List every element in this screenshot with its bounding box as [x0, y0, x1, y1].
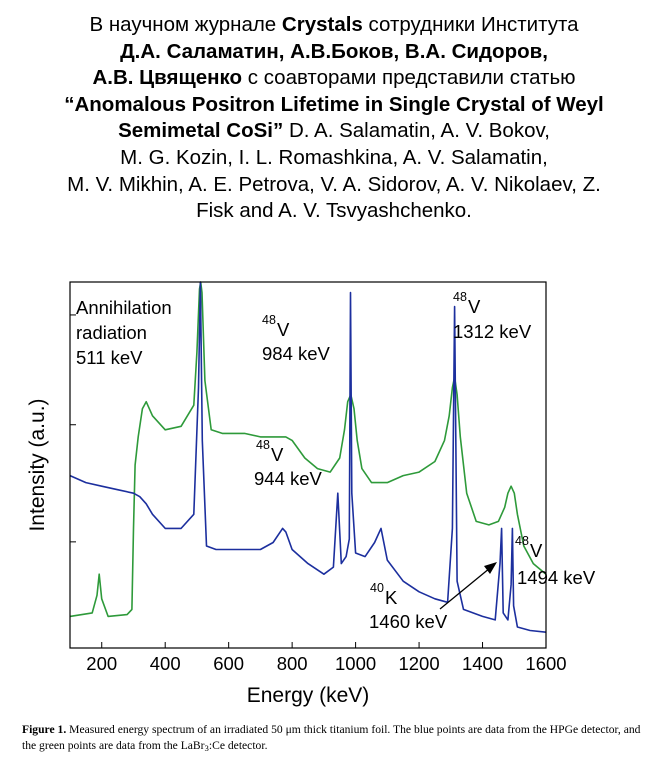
- spectrum-chart: 200 400 600 800 1000 1200 1400 1600 Energy (keV…: [26, 281, 596, 707]
- figure-caption: Figure 1. Measured energy spectrum of an…: [22, 722, 652, 753]
- annotation-v1312-mass: 48: [453, 290, 467, 304]
- annotation-v984-mass: 48: [262, 313, 276, 327]
- x-axis-label: Energy (keV): [247, 684, 370, 707]
- intro-line-1: В научном журнале Crystals сотрудники Ин…: [89, 13, 579, 36]
- x-tick-label: 400: [150, 653, 181, 674]
- annotation-annihilation-line3: 511 keV: [76, 347, 143, 368]
- annotation-v984-energy: 984 keV: [262, 343, 331, 364]
- annotation-v944-energy: 944 keV: [254, 468, 323, 489]
- annotation-k1460-energy: 1460 keV: [369, 611, 448, 632]
- x-tick-label: 200: [86, 653, 117, 674]
- annotation-v1312-energy: 1312 keV: [453, 321, 532, 342]
- x-tick-label: 1000: [335, 653, 376, 674]
- plot-frame: [69, 281, 547, 649]
- series-hpge-blue-line: [69, 281, 547, 633]
- intro-text: В научном журнале Crystals сотрудники Ин…: [0, 12, 668, 225]
- annotation-v944-element: V: [271, 444, 284, 465]
- x-tick-label: 1600: [525, 653, 566, 674]
- intro-line-5: Semimetal CoSi” D. A. Salamatin, A. V. B…: [118, 119, 550, 143]
- caption-figure-label: Figure 1.: [22, 723, 67, 736]
- x-tick-label: 1400: [462, 653, 503, 674]
- annotation-v1494-mass: 48: [515, 534, 529, 548]
- x-tick-label: 1200: [398, 653, 439, 674]
- intro-line-7: M. V. Mikhin, A. E. Petrova, V. A. Sidor…: [67, 172, 601, 196]
- x-axis-ticks: 200 400 600 800 1000 1200 1400 1600: [86, 642, 567, 674]
- annotation-annihilation-line1: Annihilation: [76, 297, 172, 318]
- caption-text: Measured energy spectrum of an irradiate…: [22, 723, 641, 752]
- annotation-annihilation-line2: radiation: [76, 322, 147, 343]
- series-layer: [69, 281, 547, 633]
- annotation-k1460-mass: 40: [370, 581, 384, 595]
- intro-line-2: Д.А. Саламатин, А.В.Боков, В.А. Сидоров,: [120, 39, 548, 63]
- intro-line-8: Fisk and A. V. Tsvyashchenko.: [196, 199, 472, 223]
- annotation-v1312-element: V: [468, 296, 481, 317]
- intro-line-6: M. G. Kozin, I. L. Romashkina, A. V. Sal…: [120, 145, 548, 169]
- annotation-v1494-element: V: [530, 540, 543, 561]
- caption-text-end: :Ce detector.: [208, 738, 268, 752]
- x-tick-label: 800: [277, 653, 308, 674]
- intro-line-4: “Anomalous Positron Lifetime in Single C…: [64, 92, 604, 116]
- k1460-arrow-head-icon: [484, 562, 497, 574]
- y-axis-ticks: [70, 314, 76, 543]
- y-axis-label: Intensity (a.u.): [26, 398, 49, 531]
- annotation-v1494-energy: 1494 keV: [517, 567, 596, 588]
- series-labr3-green-line: [69, 281, 547, 618]
- caption-subscript: 3: [204, 742, 209, 753]
- k1460-arrow-line: [439, 567, 491, 610]
- annotation-v984-element: V: [277, 319, 290, 340]
- annotation-v944-mass: 48: [256, 438, 270, 452]
- intro-line-3: А.В. Цвященко с соавторами представили с…: [92, 66, 576, 90]
- annotation-k1460-element: K: [385, 587, 398, 608]
- x-tick-label: 600: [213, 653, 244, 674]
